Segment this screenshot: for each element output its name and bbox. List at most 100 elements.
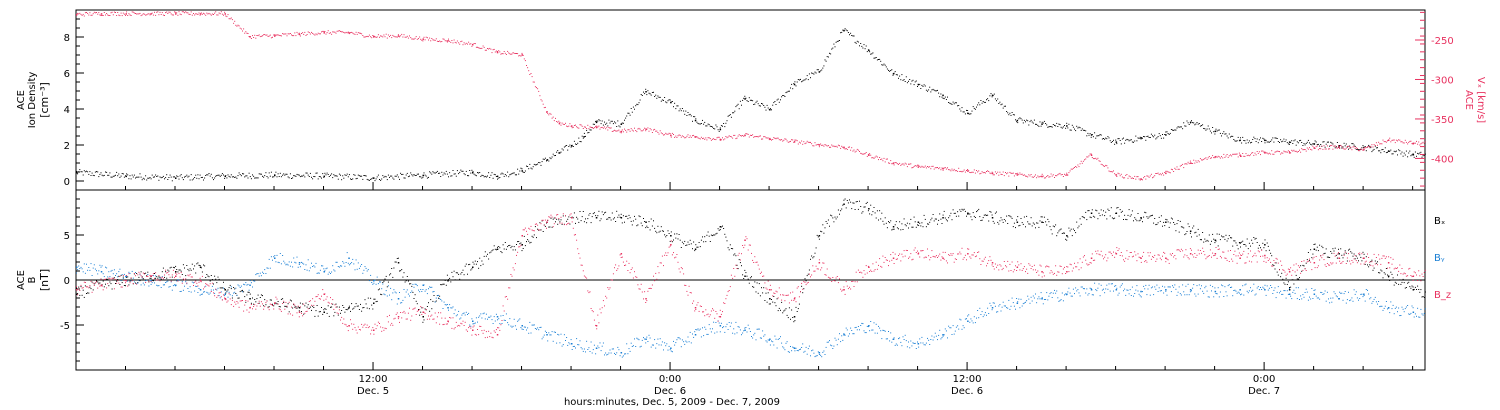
series-1-sample <box>363 36 365 38</box>
series-10-sample <box>1119 209 1121 211</box>
series-1-sample <box>1030 174 1032 175</box>
series-11-sample <box>362 272 364 274</box>
series-11-sample <box>493 316 495 318</box>
series-0-sample <box>1341 147 1343 149</box>
series-11-sample <box>589 351 591 352</box>
series-10-sample <box>296 307 298 309</box>
series-11-sample <box>382 283 384 285</box>
series-1-sample <box>1305 150 1307 152</box>
series-0-sample <box>626 115 628 117</box>
series-1-sample <box>796 140 798 142</box>
series-10-sample <box>372 308 374 310</box>
series-0-sample <box>1090 136 1092 138</box>
series-10-sample <box>245 301 247 303</box>
series-11-sample <box>737 326 739 328</box>
series-10-sample <box>174 267 175 269</box>
series-1-sample <box>1384 141 1386 143</box>
series-1-sample <box>1339 147 1341 149</box>
series-0-sample <box>336 175 338 177</box>
series-0-sample <box>421 177 423 179</box>
series-1-sample <box>812 145 814 147</box>
series-11-sample <box>716 331 718 333</box>
series-1-sample <box>945 168 947 170</box>
series-1-sample <box>696 136 698 138</box>
series-10-sample <box>890 220 892 222</box>
series-10-sample <box>367 297 369 299</box>
series-11-sample <box>1227 285 1229 287</box>
series-0-sample <box>242 173 243 175</box>
series-0-sample <box>600 123 602 125</box>
series-1-sample <box>492 49 494 51</box>
series-1-sample <box>842 146 844 148</box>
series-0-sample <box>353 174 355 176</box>
series-11-sample <box>1039 298 1041 300</box>
series-11-sample <box>1218 296 1220 298</box>
series-0-sample <box>186 174 188 176</box>
series-1-sample <box>170 13 172 15</box>
series-11-sample <box>839 333 840 335</box>
series-0-sample <box>1061 127 1063 129</box>
series-10-sample <box>1167 221 1169 223</box>
series-10-sample <box>96 280 97 282</box>
series-10-sample <box>947 220 948 222</box>
series-1-sample <box>296 31 298 33</box>
series-1-sample <box>705 137 707 139</box>
series-1-sample <box>1127 177 1129 179</box>
series-10-sample <box>453 270 455 272</box>
series-11-sample <box>361 264 363 265</box>
series-1-sample <box>220 11 222 13</box>
series-11-point <box>991 307 994 309</box>
series-0-sample <box>641 95 643 96</box>
series-11-sample <box>958 328 960 330</box>
series-1-sample <box>769 139 771 140</box>
series-11-sample <box>1194 293 1196 295</box>
series-10-sample <box>741 265 742 267</box>
bottom-tick-label: 5 <box>64 231 70 242</box>
series-11-sample <box>275 261 277 263</box>
series-10-sample <box>1039 220 1041 222</box>
series-11-sample <box>892 338 894 340</box>
series-11-sample <box>1245 283 1247 285</box>
series-0-sample <box>1273 141 1275 143</box>
series-1-sample <box>734 134 736 136</box>
series-10-sample <box>1341 254 1343 256</box>
series-10-sample <box>1420 289 1422 291</box>
series-0-sample <box>617 120 619 122</box>
series-1-sample <box>560 124 562 126</box>
series-0-sample <box>736 104 738 106</box>
series-11-sample <box>993 302 995 304</box>
series-0-sample <box>881 64 883 66</box>
series-0-sample <box>350 178 351 180</box>
series-10-sample <box>219 287 221 289</box>
series-1-sample <box>1168 171 1170 173</box>
series-11-sample <box>1142 291 1143 293</box>
series-0-sample <box>213 179 214 181</box>
series-10-sample <box>915 226 917 228</box>
series-0-sample <box>224 177 226 179</box>
series-10-sample <box>405 280 407 282</box>
series-11-sample <box>110 270 112 272</box>
series-10-sample <box>1100 209 1102 211</box>
series-1-sample <box>1166 170 1168 172</box>
series-0-sample <box>917 86 918 87</box>
series-11-sample <box>944 328 946 330</box>
series-10-sample <box>341 310 343 311</box>
series-11-sample <box>893 337 895 339</box>
series-1-sample <box>543 107 545 109</box>
series-1-sample <box>861 153 863 155</box>
series-1-sample <box>307 31 309 33</box>
series-0-sample <box>959 108 961 110</box>
series-11-sample <box>105 266 106 268</box>
series-10-sample <box>914 221 916 223</box>
series-10-sample <box>226 290 228 292</box>
series-1-sample <box>1050 173 1052 175</box>
series-0-sample <box>260 173 262 175</box>
series-0-sample <box>1072 126 1074 128</box>
series-10-sample <box>1372 269 1374 271</box>
series-1-sample <box>465 42 467 44</box>
series-0-sample <box>761 103 762 104</box>
series-1-sample <box>1074 167 1075 168</box>
series-1-sample <box>862 153 864 155</box>
series-10-sample <box>1091 209 1093 211</box>
series-10-sample <box>612 218 614 220</box>
